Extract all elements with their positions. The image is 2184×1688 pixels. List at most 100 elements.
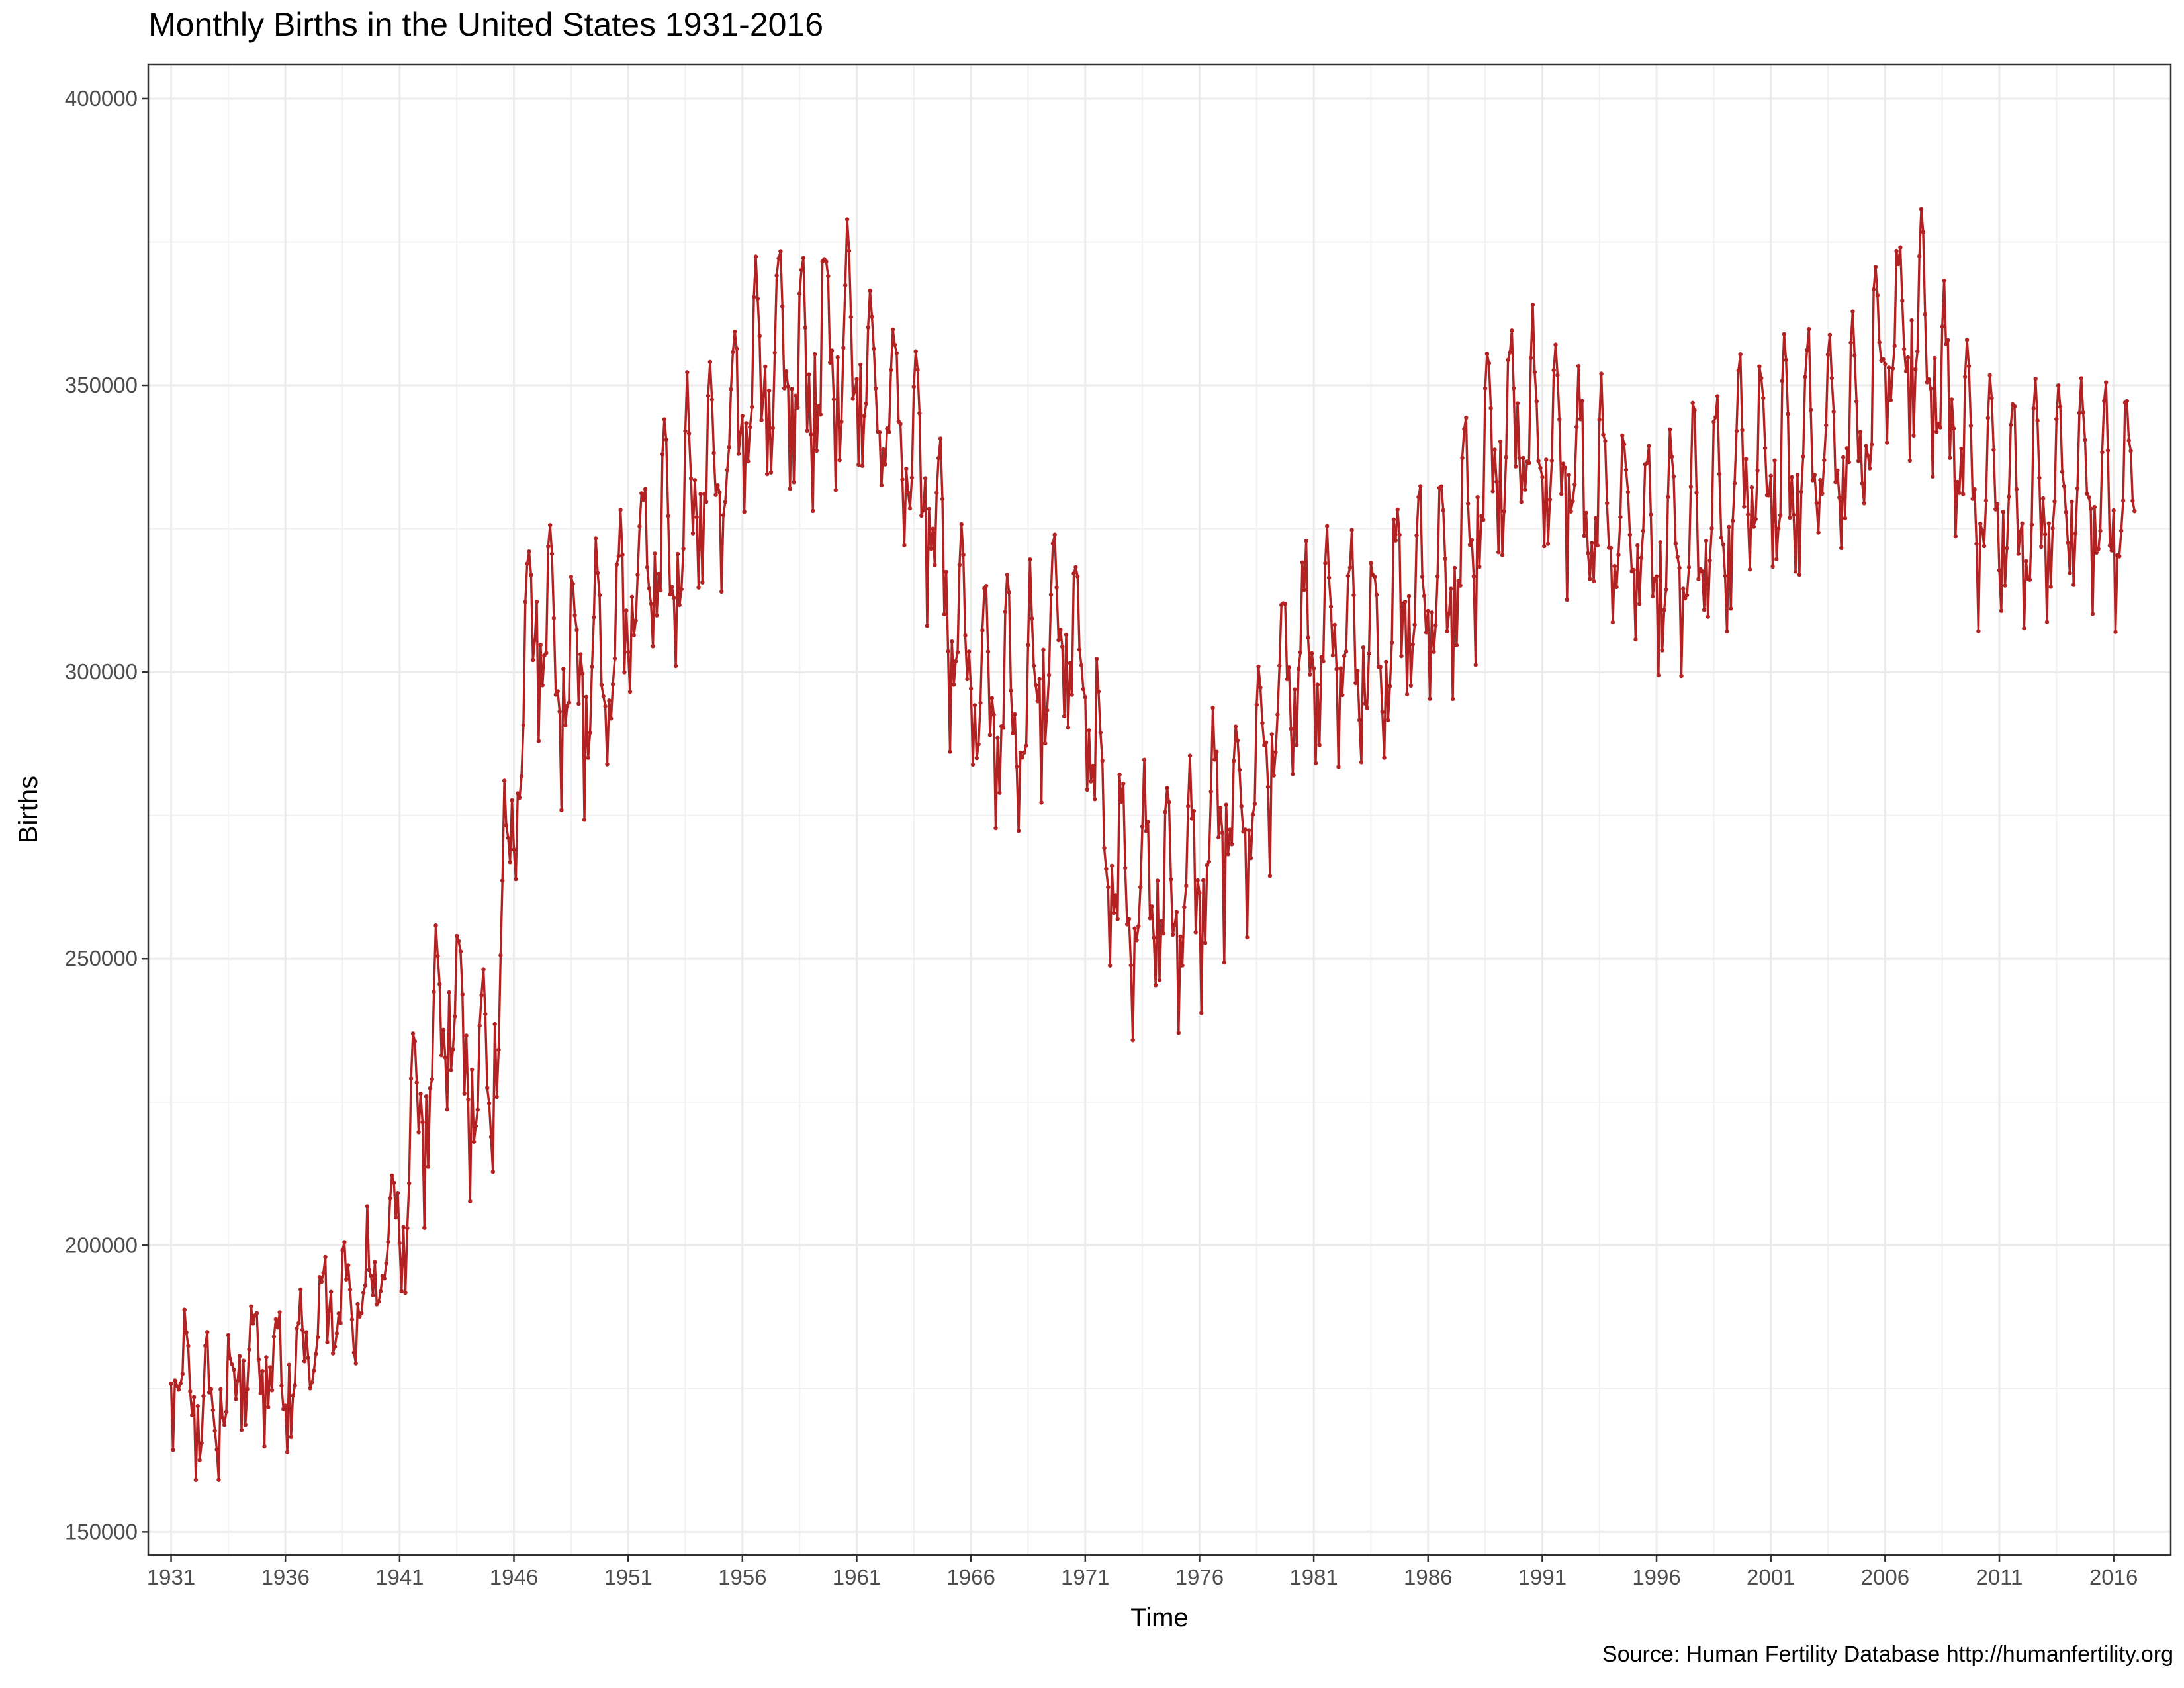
data-point — [392, 1180, 396, 1185]
x-tick-label: 2001 — [1747, 1565, 1795, 1589]
data-point — [1736, 368, 1741, 373]
data-point — [1130, 1038, 1135, 1043]
data-point — [521, 723, 526, 727]
data-point — [345, 1263, 351, 1268]
data-point — [1091, 763, 1095, 769]
data-point — [829, 348, 835, 353]
data-point — [980, 628, 985, 633]
data-point — [639, 491, 644, 496]
data-point — [614, 562, 619, 567]
data-point — [208, 1387, 214, 1391]
data-point — [1093, 797, 1097, 802]
data-point — [206, 1390, 212, 1395]
data-point — [1905, 355, 1911, 360]
x-tick-label: 1976 — [1175, 1565, 1224, 1589]
data-point — [1287, 665, 1291, 670]
data-point — [175, 1383, 179, 1389]
data-point — [761, 394, 766, 399]
data-point — [544, 651, 549, 655]
data-point — [403, 1290, 408, 1295]
data-point — [538, 643, 543, 647]
data-point — [184, 1330, 189, 1335]
data-point — [766, 388, 772, 393]
data-point — [709, 397, 715, 402]
data-point — [1098, 730, 1103, 735]
data-point — [774, 273, 779, 278]
data-point — [1517, 455, 1522, 461]
data-point — [2027, 577, 2032, 582]
data-point — [1616, 553, 1621, 557]
data-point — [655, 613, 659, 618]
data-point — [929, 546, 933, 551]
data-point — [668, 592, 672, 597]
data-point — [1054, 585, 1059, 590]
data-point — [1955, 479, 1960, 485]
data-point — [1077, 647, 1082, 652]
data-point — [605, 762, 610, 767]
data-point — [1126, 917, 1132, 921]
data-point — [1681, 586, 1686, 591]
data-point — [844, 217, 850, 222]
data-point — [2064, 510, 2068, 514]
y-tick-label: 400000 — [65, 86, 138, 111]
data-point — [1449, 586, 1453, 591]
data-point — [1508, 350, 1512, 355]
data-point — [1896, 261, 1901, 267]
data-point — [1380, 710, 1385, 714]
data-point — [188, 1389, 193, 1393]
data-point — [279, 1383, 284, 1388]
data-point — [241, 1358, 246, 1363]
data-point — [1782, 332, 1786, 337]
data-point — [765, 471, 770, 477]
data-point — [1919, 207, 1924, 211]
data-point — [1873, 265, 1878, 269]
data-point — [1094, 657, 1099, 661]
data-point — [616, 554, 621, 559]
data-point — [2126, 438, 2131, 443]
data-point — [180, 1372, 185, 1376]
data-point — [1214, 749, 1219, 754]
data-point — [1818, 477, 1823, 483]
data-point — [2009, 422, 2013, 428]
data-point — [1265, 784, 1271, 790]
data-point — [1807, 326, 1811, 332]
data-point — [872, 346, 876, 351]
x-tick-label: 2016 — [2089, 1565, 2138, 1589]
data-point — [1805, 348, 1809, 352]
data-point — [1837, 495, 1842, 500]
data-point — [2111, 508, 2116, 513]
data-point — [890, 327, 895, 332]
data-point — [1512, 386, 1516, 391]
data-point — [262, 1444, 267, 1449]
data-point — [293, 1383, 297, 1388]
data-point — [1228, 827, 1232, 832]
data-point — [2024, 559, 2028, 563]
data-point — [1844, 446, 1849, 451]
data-point — [729, 387, 733, 392]
data-point — [807, 372, 811, 377]
data-point — [1496, 550, 1501, 555]
data-point — [1479, 514, 1484, 518]
data-point — [498, 953, 503, 958]
data-point — [1816, 530, 1821, 535]
data-point — [1627, 532, 1632, 537]
data-point — [1570, 499, 1575, 504]
data-point — [492, 1021, 497, 1027]
data-point — [1326, 575, 1332, 580]
data-point — [879, 483, 884, 488]
data-point — [1081, 687, 1086, 692]
data-point — [1786, 412, 1790, 416]
data-point — [1473, 663, 1478, 667]
data-point — [1321, 659, 1326, 664]
data-point — [1403, 599, 1408, 604]
data-point — [218, 1387, 223, 1392]
data-point — [1761, 396, 1766, 400]
data-point — [1243, 827, 1248, 832]
data-point — [1482, 386, 1488, 391]
data-point — [494, 1094, 499, 1100]
data-point — [2035, 418, 2040, 423]
data-point — [1618, 514, 1623, 520]
data-point — [696, 585, 701, 590]
data-point — [622, 670, 627, 675]
data-point — [1544, 457, 1549, 462]
